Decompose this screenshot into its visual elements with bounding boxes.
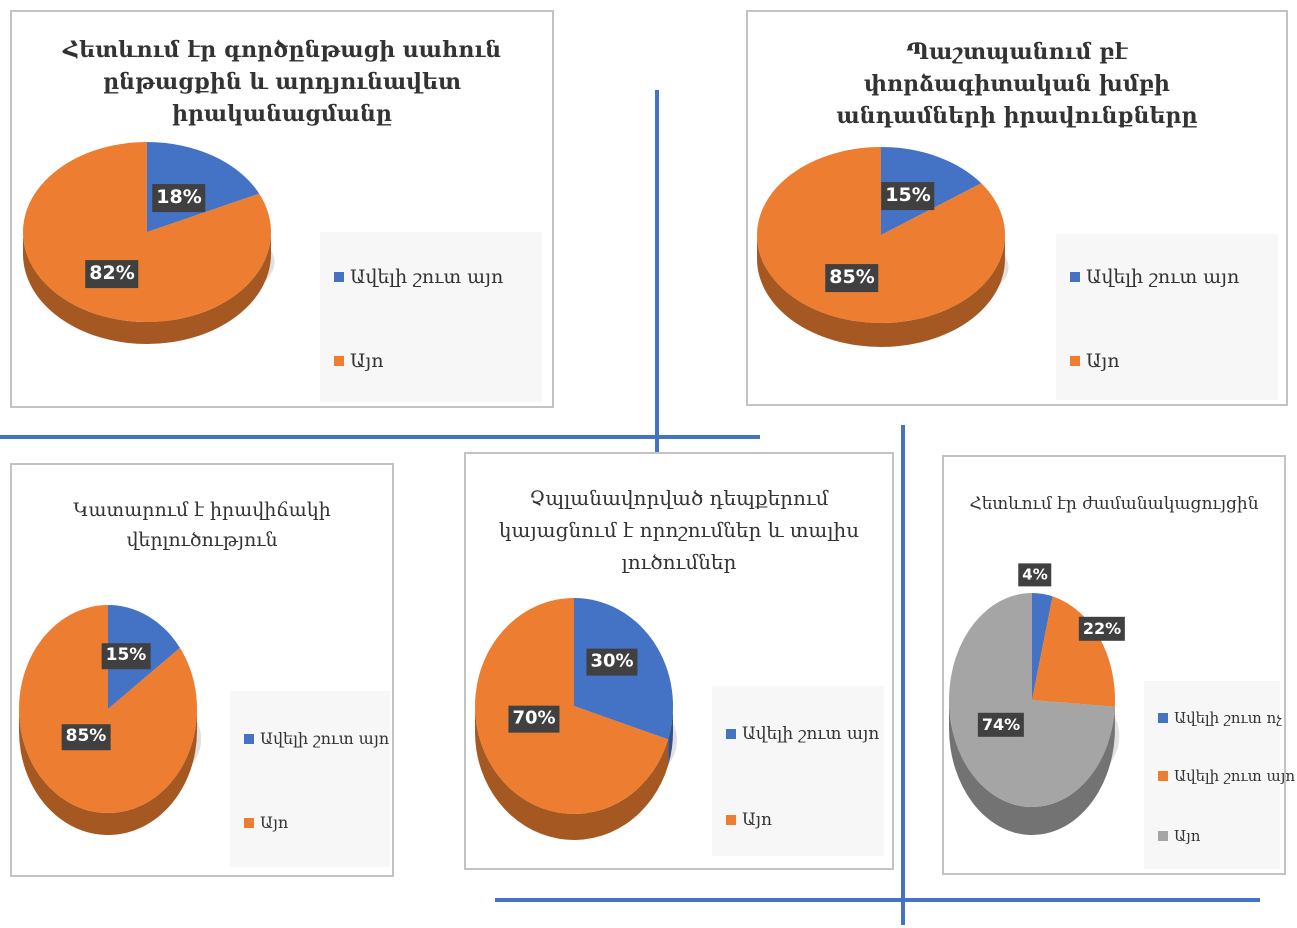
legend-label: Այո [742, 810, 773, 830]
chart-title-line: Չպլանավորված դեպքերում [529, 486, 829, 510]
data-label: 74% [977, 712, 1025, 738]
legend-label: Այո [1086, 350, 1120, 372]
pie-chart [949, 593, 1120, 835]
chart-title-line: Կատարում է իրավիճակի [73, 499, 331, 521]
legend-item: Այո [726, 810, 772, 830]
chart-title-line: ընթացքին և արդյունավետ [103, 69, 461, 95]
pie-chart [19, 605, 202, 835]
legend-item: Այո [334, 350, 384, 372]
pie-slice-side-1 [19, 709, 197, 835]
divider-line-vertical-top [655, 90, 659, 462]
data-label: 30% [586, 648, 638, 676]
legend-label: Ավելի շուտ այո [1086, 266, 1240, 288]
chart-title-line: լուծումներ [621, 550, 737, 574]
legend-label: Ավելի շուտ այո [350, 266, 504, 288]
legend-swatch-orange [1070, 356, 1080, 366]
legend-swatch-gray [1158, 831, 1168, 841]
chart-title: Հետևում էր գործընթացի սահուն ընթացքին և … [12, 34, 552, 130]
data-label: 22% [1078, 616, 1126, 642]
legend-item: Ավելի շուտ այո [1158, 767, 1295, 785]
divider-line-horizontal-middle [0, 435, 760, 439]
pie-slice-1 [475, 598, 669, 814]
chart-legend: Ավելի շուտ այո Այո [712, 686, 884, 856]
legend-label: Ավելի շուտ այո [742, 724, 880, 744]
data-label: 85% [825, 264, 879, 292]
legend-label: Այո [350, 350, 384, 372]
chart-title-line: Հետևում էր գործընթացի սահուն [62, 37, 502, 63]
pie-slice-1 [1032, 596, 1115, 707]
legend-swatch-orange [1158, 771, 1168, 781]
pie-chart [475, 598, 678, 840]
pie-slice-2 [949, 593, 1115, 807]
legend-swatch-blue [334, 272, 344, 282]
legend-item: Ավելի շուտ այո [334, 266, 503, 288]
legend-swatch-orange [334, 356, 344, 366]
chart-panel-schedule: Հետևում էր ժամանակացույցին 4% 22% 74% Ավ… [942, 455, 1295, 875]
pie-slice-side-2 [949, 700, 1115, 835]
legend-item: Այո [244, 813, 288, 832]
pie-slice-1 [757, 147, 1005, 323]
legend-swatch-blue [244, 733, 254, 744]
pie-slice-1 [22, 142, 271, 322]
legend-item: Ավելի շուտ ոչ [1158, 709, 1282, 727]
chart-panel-process-smoothness: Հետևում էր գործընթացի սահուն ընթացքին և … [10, 10, 554, 408]
chart-title-line: իրականացմանը [172, 101, 392, 127]
chart-title-line: Պաշտպանում բէ [906, 39, 1128, 65]
legend-swatch-blue [726, 729, 736, 739]
chart-legend: Ավելի շուտ այո Այո [320, 232, 542, 402]
chart-title-line: փորձագիտական խմբի [864, 71, 1170, 97]
data-label: 18% [152, 184, 206, 212]
divider-line-vertical-right [901, 425, 905, 925]
pie-slice-side-0 [668, 706, 673, 766]
legend-swatch-orange [244, 817, 254, 828]
chart-title-line: անդամների իրավունքները [836, 103, 1198, 129]
chart-panel-unplanned-decisions: Չպլանավորված դեպքերում կայացնում է որոշո… [464, 452, 894, 870]
data-label: 85% [61, 724, 111, 750]
divider-line-horizontal-bottom [495, 898, 1260, 902]
legend-item: Այո [1158, 827, 1201, 845]
chart-title: Չպլանավորված դեպքերում կայացնում է որոշո… [466, 482, 892, 578]
pie-slice-side-1 [757, 235, 1005, 347]
legend-swatch-blue [1070, 272, 1080, 282]
chart-legend: Ավելի շուտ այո Այո [230, 691, 390, 867]
legend-item: Այո [1070, 350, 1120, 372]
legend-swatch-orange [726, 815, 736, 825]
legend-label: Այո [260, 813, 289, 832]
legend-label: Ավելի շուտ այո [1174, 767, 1296, 785]
pie-slice-1 [19, 605, 198, 813]
chart-title: Հետևում էր ժամանակացույցին [944, 491, 1284, 517]
legend-label: Ավելի շուտ այո [260, 729, 390, 748]
pie-slice-side-1 [23, 232, 271, 344]
pie-chart [22, 142, 275, 344]
legend-label: Այո [1174, 827, 1201, 845]
legend-swatch-blue [1158, 713, 1168, 723]
pie-slice-side-1 [475, 706, 669, 840]
chart-title: Կատարում է իրավիճակի վերլուծություն [12, 495, 392, 555]
pie-slice-0 [1032, 593, 1053, 700]
data-label: 70% [508, 705, 560, 733]
legend-item: Ավելի շուտ այո [244, 729, 389, 748]
data-label: 82% [85, 260, 139, 288]
data-label: 15% [101, 643, 151, 669]
chart-panel-situation-analysis: Կատարում է իրավիճակի վերլուծություն 15% … [10, 463, 394, 877]
chart-title-line: կայացնում է որոշումներ և տալիս [498, 518, 860, 542]
chart-panel-expert-rights: Պաշտպանում բէ փորձագիտական խմբի անդամներ… [746, 10, 1288, 406]
chart-title-line: վերլուծություն [126, 529, 278, 551]
data-label: 15% [881, 182, 935, 210]
legend-label: Ավելի շուտ ոչ [1174, 709, 1282, 727]
chart-legend: Ավելի շուտ ոչ Ավելի շուտ այո Այո [1144, 681, 1295, 869]
data-label: 4% [1018, 563, 1052, 587]
chart-legend: Ավելի շուտ այո Այո [1056, 234, 1278, 400]
chart-title-line: Հետևում էր ժամանակացույցին [969, 494, 1259, 514]
legend-item: Ավելի շուտ այո [1070, 266, 1239, 288]
chart-title: Պաշտպանում բէ փորձագիտական խմբի անդամներ… [748, 36, 1286, 132]
legend-item: Ավելի շուտ այո [726, 724, 879, 744]
